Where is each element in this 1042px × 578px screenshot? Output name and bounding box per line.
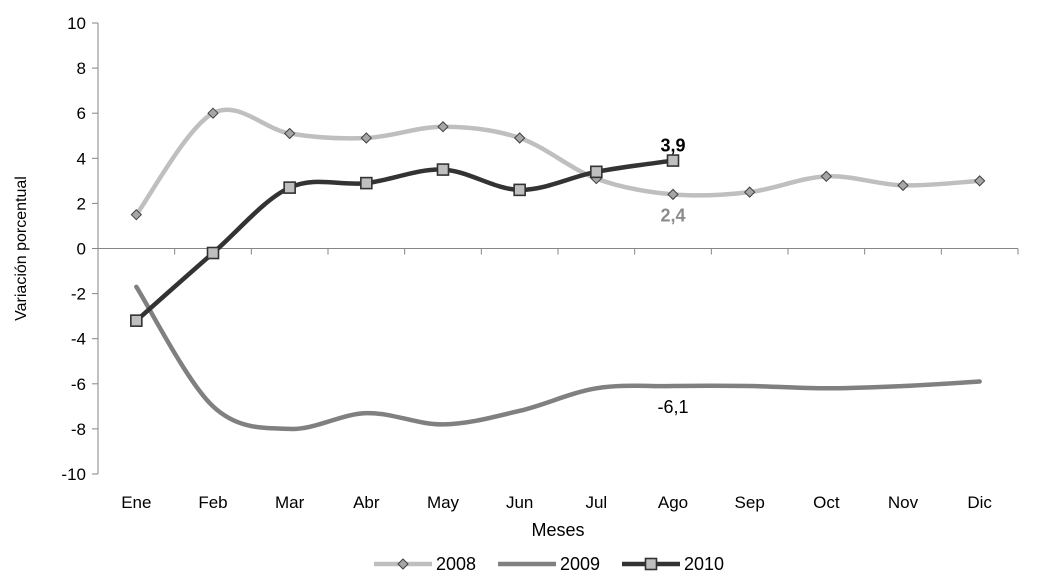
x-tick-label: Mar xyxy=(275,493,305,512)
series-line-2010 xyxy=(134,158,676,323)
data-point-2008 xyxy=(667,188,679,201)
x-tick-label: Jun xyxy=(506,493,533,512)
data-label-2010: 3,9 xyxy=(660,136,685,156)
data-point-2010 xyxy=(130,314,143,327)
data-point-2008 xyxy=(437,121,449,133)
y-tick-label: -4 xyxy=(71,330,86,349)
data-point-2008 xyxy=(973,175,986,187)
data-point-2010 xyxy=(513,183,526,197)
data-point-2008 xyxy=(130,208,143,221)
data-point-2010 xyxy=(283,181,296,194)
data-point-2008 xyxy=(743,186,756,198)
legend-label-2010: 2010 xyxy=(684,554,724,574)
series-line-2009 xyxy=(134,284,982,432)
y-axis-title: Variación porcentual xyxy=(13,176,30,321)
data-point-2008 xyxy=(207,107,219,119)
series-2008 xyxy=(130,107,986,221)
x-tick-label: Ago xyxy=(658,493,688,512)
legend: 2008 2009 2010 xyxy=(374,554,724,574)
annotations: 3,9 2,4 -6,1 xyxy=(657,136,688,418)
legend-marker-2008 xyxy=(397,558,409,570)
x-tick-label: May xyxy=(427,493,460,512)
y-tick-label: -10 xyxy=(61,465,86,484)
x-axis-ticks: Ene Feb Mar Abr May Jun Jul Ago Sep Oct Nov Dic xyxy=(97,248,1019,512)
legend-item-2008: 2008 xyxy=(374,554,476,574)
data-point-2010 xyxy=(436,163,450,176)
x-tick-label: Abr xyxy=(353,493,380,512)
x-tick-label: Oct xyxy=(813,493,840,512)
x-tick-label: Jul xyxy=(585,493,607,512)
legend-label-2008: 2008 xyxy=(436,554,476,574)
legend-item-2010: 2010 xyxy=(622,554,724,574)
x-axis-title: Meses xyxy=(531,520,584,540)
x-tick-label: Feb xyxy=(198,493,227,512)
y-tick-label: 10 xyxy=(67,14,86,33)
data-point-2008 xyxy=(283,127,296,140)
y-tick-label: 0 xyxy=(77,240,86,259)
data-point-2010 xyxy=(206,246,220,260)
legend-label-2009: 2009 xyxy=(560,554,600,574)
data-label-2009: -6,1 xyxy=(657,397,688,417)
y-tick-label: 8 xyxy=(77,59,86,78)
data-label-2008: 2,4 xyxy=(660,205,685,225)
x-tick-label: Nov xyxy=(888,493,919,512)
series-2010 xyxy=(130,154,680,327)
data-point-2008 xyxy=(897,179,909,192)
y-axis-ticks: -10 -8 -6 -4 -2 0 2 4 6 8 10 xyxy=(61,14,98,484)
y-tick-label: 2 xyxy=(77,194,86,213)
x-tick-label: Sep xyxy=(735,493,765,512)
series-2009 xyxy=(134,284,982,432)
legend-item-2009: 2009 xyxy=(498,554,600,574)
y-tick-label: -2 xyxy=(71,285,86,304)
data-point-2010 xyxy=(360,176,373,190)
y-tick-label: 4 xyxy=(77,149,86,168)
series-layer xyxy=(130,107,986,432)
data-point-2008 xyxy=(513,132,526,144)
legend-marker-2010 xyxy=(644,557,658,571)
x-tick-label: Dic xyxy=(967,493,992,512)
data-point-2010 xyxy=(666,154,680,167)
data-point-2010 xyxy=(590,165,603,179)
y-tick-label: -6 xyxy=(71,375,86,394)
y-tick-label: 6 xyxy=(77,104,86,123)
data-point-2008 xyxy=(360,132,373,144)
x-tick-label: Ene xyxy=(121,493,151,512)
y-tick-label: -8 xyxy=(71,420,86,439)
data-point-2008 xyxy=(820,170,833,183)
series-line-2008 xyxy=(134,107,982,217)
